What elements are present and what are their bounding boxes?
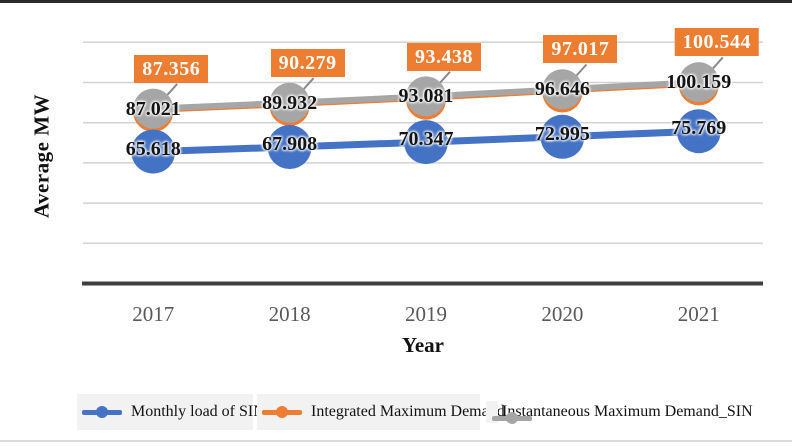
legend-line-marker-icon [262,406,302,418]
x-axis-title: Year [402,333,444,357]
marker-instantaneous-max [133,88,174,129]
y-axis-title: Average MW [29,93,54,219]
x-tick-label: 2020 [541,302,584,326]
marker-monthly-load [267,125,312,170]
legend-item-monthly-load: Monthly load of SIN [77,394,265,430]
legend: Monthly load of SIN Integrated Maximum D… [0,394,792,430]
data-label-callout-integrated-max: 93.438 [407,42,481,71]
marker-monthly-load [131,129,176,174]
x-tick-label: 2018 [268,302,311,326]
marker-monthly-load [404,120,448,165]
data-label-callout-integrated-max: 100.544 [674,28,760,57]
data-label-callout-integrated-max: 97.017 [543,35,618,64]
data-label-monthly-load: 70.347 [398,128,454,151]
legend-label: Instantaneous Maximum Demand_SIN [502,403,753,420]
data-label-monthly-load: 75.769 [671,117,727,140]
marker-instantaneous-max [542,69,583,110]
bottom-divider [0,440,792,442]
marker-instantaneous-max [269,82,310,123]
marker-instantaneous-max [406,76,446,117]
data-label-monthly-load: 65.618 [125,137,181,160]
data-label-instantaneous-max: 89.932 [262,91,318,114]
data-label-callout-integrated-max: 87.356 [134,54,209,83]
legend-label: Monthly load of SIN [131,403,265,420]
legend-item-instantaneous-max-demand: Instantaneous Maximum Demand_SIN [486,394,753,430]
data-label-instantaneous-max: 100.159 [666,71,732,94]
marker-monthly-load [540,114,585,159]
legend-item-integrated-max-demand: Integrated Maximum Demand [257,394,505,430]
top-divider [0,0,792,3]
legend-line-marker-icon [82,406,122,418]
data-label-monthly-load: 72.995 [534,122,590,145]
x-tick-label: 2019 [405,302,447,326]
data-label-monthly-load: 67.908 [262,133,318,156]
data-label-instantaneous-max: 87.021 [125,97,181,120]
data-label-callout-integrated-max: 90.279 [270,49,345,78]
x-tick-label: 2021 [677,302,720,326]
data-label-instantaneous-max: 93.081 [398,85,454,108]
legend-label: Integrated Maximum Demand [311,403,505,420]
data-label-instantaneous-max: 96.646 [534,78,590,101]
marker-monthly-load [676,109,721,154]
marker-instantaneous-max [678,62,719,103]
x-tick-label: 2017 [132,302,175,326]
